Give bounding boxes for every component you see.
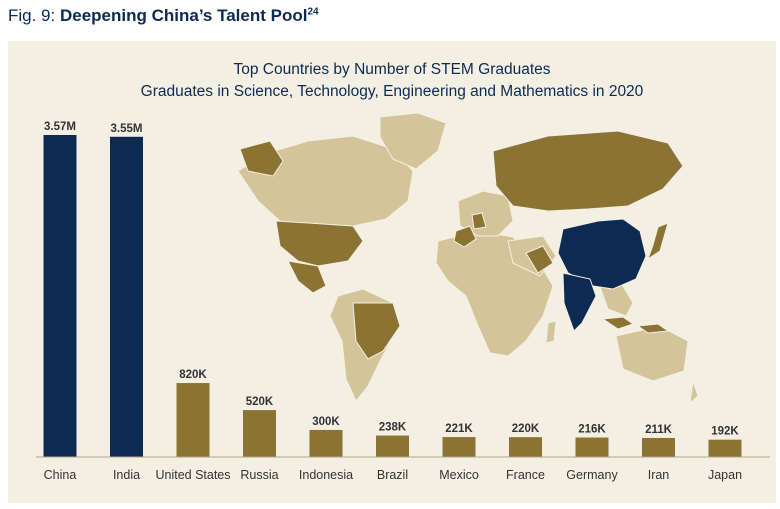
category-label-brazil: Brazil [377, 468, 408, 482]
value-label-japan: 192K [711, 426, 739, 438]
bar-united-states [176, 383, 210, 457]
value-label-iran: 211K [645, 424, 673, 436]
category-label-china: China [44, 468, 77, 482]
bar-india [110, 136, 143, 457]
category-label-france: France [506, 468, 545, 482]
world-map-illustration [237, 112, 699, 405]
bar-china [43, 135, 77, 457]
category-label-iran: Iran [648, 468, 670, 482]
bar-germany [575, 437, 609, 457]
bar-russia [243, 410, 276, 457]
category-label-indonesia: Indonesia [299, 468, 353, 482]
chart-subtitle: Graduates in Science, Technology, Engine… [140, 83, 644, 100]
value-label-united-states: 820K [179, 369, 207, 381]
bar-mexico [442, 437, 476, 457]
bar-france [509, 437, 542, 457]
value-label-russia: 520K [246, 396, 274, 408]
value-label-mexico: 221K [445, 423, 473, 435]
value-label-indonesia: 300K [312, 416, 340, 428]
chart-title: Top Countries by Number of STEM Graduate… [233, 61, 551, 78]
value-label-china: 3.57M [44, 121, 76, 133]
bar-iran [642, 437, 675, 457]
bar-chart: 3.57M China 3.55M India 820K United States 520… [36, 121, 770, 482]
chart-panel: Top Countries by Number of STEM Graduate… [8, 41, 776, 503]
figure-title: Fig. 9: Deepening China’s Talent Pool24 [8, 6, 319, 26]
value-label-france: 220K [512, 423, 540, 435]
category-label-germany: Germany [566, 468, 618, 482]
category-label-russia: Russia [240, 468, 278, 482]
category-label-japan: Japan [708, 468, 742, 482]
figure-number: Fig. 9: [8, 6, 56, 25]
category-label-mexico: Mexico [439, 468, 479, 482]
footnote-marker: 24 [307, 6, 319, 18]
value-label-germany: 216K [578, 424, 606, 436]
value-label-india: 3.55M [111, 123, 143, 135]
category-label-united-states: United States [155, 468, 230, 482]
bar-japan [708, 439, 742, 457]
value-label-brazil: 238K [379, 422, 407, 434]
figure-name: Deepening China’s Talent Pool [59, 6, 308, 25]
bar-brazil [376, 435, 409, 457]
bar-indonesia [309, 429, 343, 457]
chart-title-block: Top Countries by Number of STEM Graduate… [8, 59, 776, 103]
category-label-india: India [113, 468, 140, 482]
